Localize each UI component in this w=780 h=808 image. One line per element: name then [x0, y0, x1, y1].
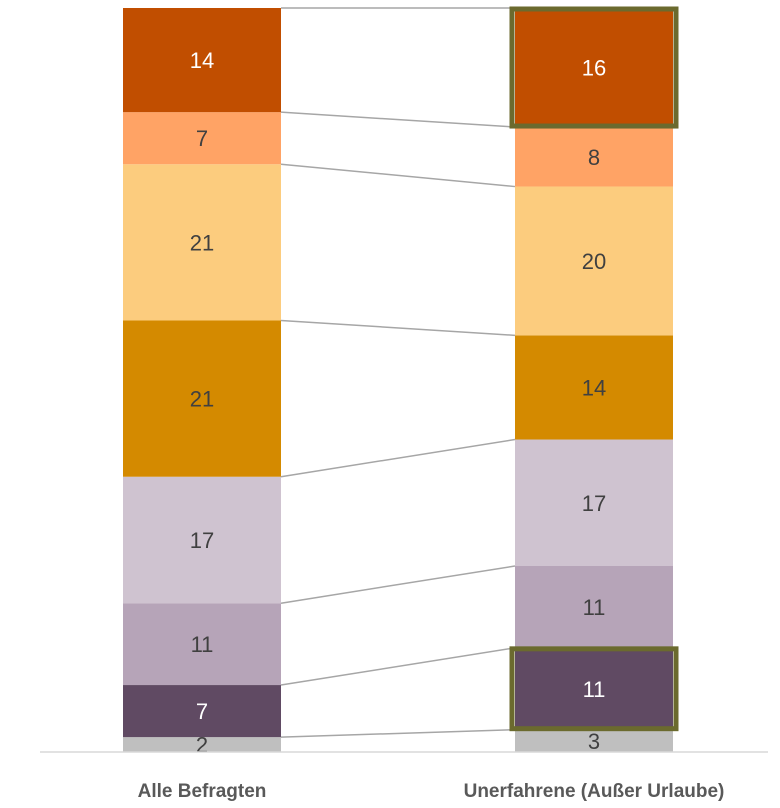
connector-line	[280, 319, 516, 337]
bar-segment	[515, 729, 673, 752]
data-label: 21	[190, 387, 214, 412]
connector-line	[280, 728, 516, 738]
bar-segment	[515, 335, 673, 440]
data-label: 14	[190, 48, 214, 73]
data-label: 17	[190, 528, 214, 553]
bar-segment	[123, 737, 281, 752]
data-label: 11	[191, 632, 214, 657]
connector-line	[280, 565, 516, 604]
connector-lines	[280, 7, 516, 738]
category-labels: Alle Befragten Unerfahrene (Außer Urlaube…	[138, 781, 725, 802]
highlight-frame	[509, 6, 679, 129]
category-label: Alle Befragten	[138, 781, 267, 802]
bar-segment	[123, 320, 281, 477]
category-label: Unerfahrene (Außer Urlaube)	[464, 781, 725, 802]
bar-segment	[123, 8, 281, 113]
data-label: 17	[582, 491, 606, 516]
data-label: 14	[582, 375, 606, 400]
data-label: 7	[196, 699, 208, 724]
highlight-frames	[509, 6, 679, 732]
connector-line	[280, 438, 516, 478]
data-label: 2	[196, 733, 208, 758]
connector-line	[280, 647, 516, 686]
data-label: 8	[588, 145, 600, 170]
bar-segment	[515, 186, 673, 336]
data-label: 7	[196, 126, 208, 151]
bar-segment	[123, 685, 281, 738]
bar-segments	[123, 8, 673, 752]
bar-segment	[123, 603, 281, 686]
highlight-frame	[509, 646, 679, 732]
bar-segment	[515, 647, 673, 730]
connector-line	[280, 163, 516, 188]
bar-segment	[123, 112, 281, 165]
data-labels: 2 7 11 17 21 21 7 14 3 11 11 17 14 20 8 16	[190, 48, 606, 757]
bar-segment	[123, 164, 281, 321]
data-label: 11	[583, 595, 606, 620]
data-label: 20	[582, 249, 606, 274]
bar-segment	[515, 439, 673, 566]
bar-segment	[515, 8, 673, 128]
data-label: 16	[582, 56, 606, 81]
data-label: 21	[190, 230, 214, 255]
data-label: 3	[588, 729, 600, 754]
bar-segment	[515, 566, 673, 648]
connector-line	[280, 111, 516, 128]
bar-segment	[515, 127, 673, 187]
bar-segment	[123, 476, 281, 604]
data-label: 11	[583, 677, 606, 702]
